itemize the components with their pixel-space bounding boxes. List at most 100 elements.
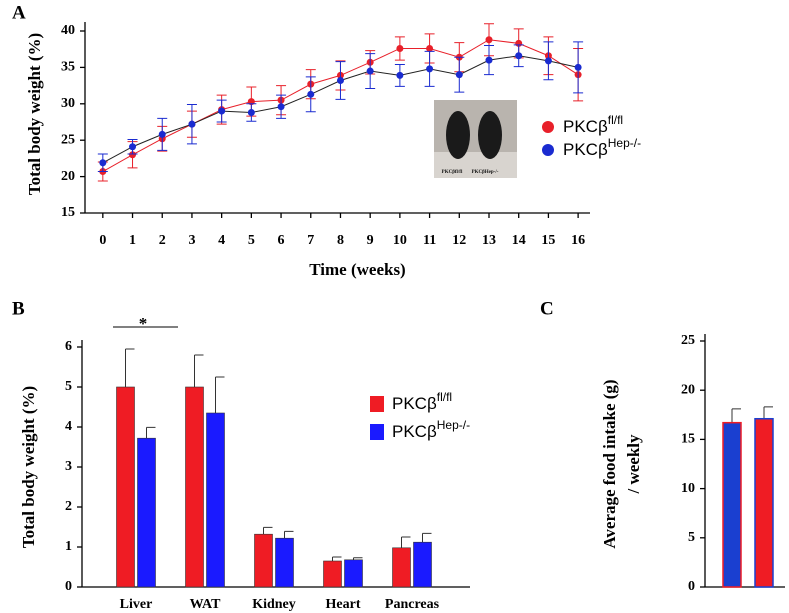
legend-name: PKCβ — [563, 117, 608, 136]
bar — [137, 437, 156, 588]
x-tick-label: 7 — [307, 233, 314, 248]
x-tick-label: Kidney — [252, 597, 296, 612]
panel-label: B — [12, 298, 25, 319]
x-tick-label: 12 — [452, 233, 466, 248]
x-tick-label: 1 — [129, 233, 136, 248]
y-tick-label: 10 — [681, 481, 695, 496]
legend-superscript: fl/fl — [608, 113, 623, 127]
data-point — [485, 36, 493, 44]
legend-label: PKCβHep-/- — [563, 136, 641, 159]
y-tick-label: 25 — [61, 132, 75, 147]
x-tick-label: 6 — [278, 233, 285, 248]
x-tick-label: 4 — [218, 233, 225, 248]
bar — [185, 386, 204, 588]
data-point — [366, 67, 374, 75]
data-point — [574, 63, 582, 71]
y-tick-label: 5 — [65, 379, 72, 394]
y-tick-label: 20 — [681, 382, 695, 397]
x-tick-label: 15 — [541, 233, 555, 248]
legend-superscript: Hep-/- — [608, 136, 641, 150]
y-tick-label: 2 — [65, 499, 72, 514]
bar — [116, 386, 135, 588]
x-tick-label: 0 — [99, 233, 106, 248]
x-tick-label: Heart — [326, 597, 361, 612]
y-tick-label: 3 — [65, 459, 72, 474]
data-point — [129, 151, 137, 159]
x-tick-label: 10 — [393, 233, 407, 248]
y-tick-label: 0 — [688, 579, 695, 594]
bar — [754, 417, 774, 588]
bar — [413, 541, 432, 588]
data-point — [396, 44, 404, 52]
data-point — [218, 107, 226, 115]
y-tick-label: 25 — [681, 333, 695, 348]
bar — [344, 559, 363, 588]
data-point — [426, 65, 434, 73]
x-axis-title: Time (weeks) — [309, 260, 405, 279]
inset-label: PKCβfl/fl — [442, 170, 463, 175]
data-point — [307, 90, 315, 98]
x-tick-label: Pancreas — [385, 597, 440, 612]
error-bar — [422, 532, 432, 543]
panel-label: A — [12, 2, 26, 23]
bar — [275, 537, 294, 588]
x-tick-label: 16 — [571, 233, 585, 248]
error-bar — [353, 557, 363, 560]
bar — [722, 421, 742, 588]
y-tick-label: 0 — [65, 579, 72, 594]
error-bar — [332, 556, 342, 561]
error-bar — [146, 426, 156, 439]
bar — [323, 560, 342, 588]
data-point — [515, 52, 523, 60]
error-bar — [763, 406, 773, 419]
x-tick-label: 3 — [188, 233, 195, 248]
photo-floor — [434, 152, 517, 178]
legend-marker — [542, 121, 554, 133]
error-bar — [194, 354, 204, 387]
y-tick-label: 35 — [61, 60, 75, 75]
x-tick-label: 13 — [482, 233, 496, 248]
y-axis-title: Total body weight (%) — [19, 386, 38, 548]
data-point — [247, 109, 255, 117]
y-tick-label: 15 — [681, 432, 695, 447]
x-tick-label: 9 — [367, 233, 374, 248]
y-axis-title: Average food intake (g) — [600, 379, 619, 548]
data-point — [396, 71, 404, 79]
data-point — [277, 103, 285, 111]
y-tick-label: 20 — [61, 169, 75, 184]
error-bar — [401, 536, 411, 548]
error-bar — [215, 376, 225, 413]
x-tick-label: 11 — [423, 233, 436, 248]
data-point — [336, 77, 344, 85]
data-point — [188, 120, 196, 128]
x-tick-label: WAT — [190, 597, 222, 612]
error-bar — [263, 526, 273, 535]
y-tick-label: 1 — [65, 539, 72, 554]
y-axis-title: / weekly — [624, 434, 643, 495]
error-bar — [284, 530, 294, 539]
annotation: * — [139, 314, 148, 333]
legend-superscript: Hep-/- — [437, 418, 470, 432]
x-tick-label: 5 — [248, 233, 255, 248]
data-point — [158, 130, 166, 138]
y-tick-label: 30 — [61, 96, 75, 111]
legend-name: PKCβ — [563, 140, 608, 159]
x-tick-label: 8 — [337, 233, 344, 248]
legend-swatch — [370, 396, 384, 412]
x-tick-label: Liver — [120, 597, 153, 612]
y-tick-label: 5 — [688, 530, 695, 545]
inset-photo — [434, 100, 517, 178]
inset-label: PKCβHep-/- — [472, 170, 499, 175]
data-point — [99, 159, 107, 167]
data-point — [426, 44, 434, 52]
legend-label: PKCβHep-/- — [392, 418, 470, 441]
legend-name: PKCβ — [392, 394, 437, 413]
y-tick-label: 40 — [61, 23, 75, 38]
x-tick-label: 2 — [159, 233, 166, 248]
y-axis-title: Total body weight (%) — [25, 33, 44, 195]
legend-superscript: fl/fl — [437, 390, 452, 404]
error-bar — [731, 408, 741, 423]
y-tick-label: 15 — [61, 205, 75, 220]
